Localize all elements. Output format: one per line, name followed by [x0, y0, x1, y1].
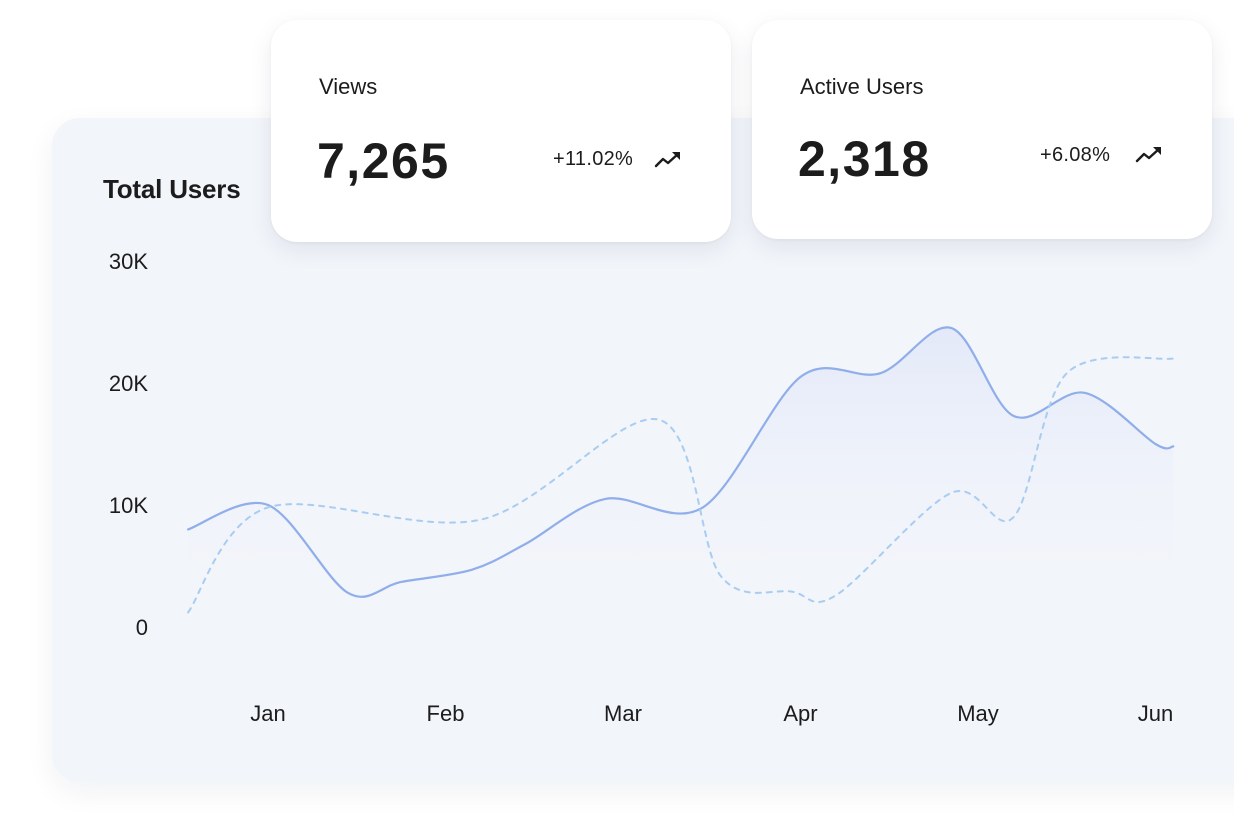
active-users-change: +6.08%	[1040, 144, 1111, 166]
y-tick-label: 30K	[109, 249, 148, 274]
active-users-card: Active Users 2,318 +6.08%	[752, 20, 1212, 239]
trend-up-icon	[654, 152, 680, 168]
x-tick-label: Jan	[250, 701, 285, 726]
trend-up-icon	[1135, 147, 1161, 163]
x-tick-label: May	[957, 701, 999, 726]
series-area	[188, 327, 1174, 607]
x-tick-label: Jun	[1138, 701, 1173, 726]
views-card: Views 7,265 +11.02%	[271, 20, 731, 242]
series-line-dashed	[187, 356, 1175, 614]
views-value: 7,265	[317, 133, 450, 189]
views-label: Views	[319, 74, 378, 99]
series-line-solid	[187, 326, 1175, 598]
y-tick-label: 20K	[109, 371, 148, 396]
views-change: +11.02%	[553, 148, 634, 170]
chart-title: Total Users	[103, 174, 241, 204]
active-users-label: Active Users	[800, 74, 924, 99]
x-tick-label: Mar	[604, 701, 642, 726]
y-tick-label: 10K	[109, 493, 148, 518]
active-users-value: 2,318	[798, 131, 931, 187]
y-tick-label: 0	[136, 615, 148, 640]
x-tick-label: Apr	[783, 701, 817, 726]
x-tick-label: Feb	[427, 701, 465, 726]
